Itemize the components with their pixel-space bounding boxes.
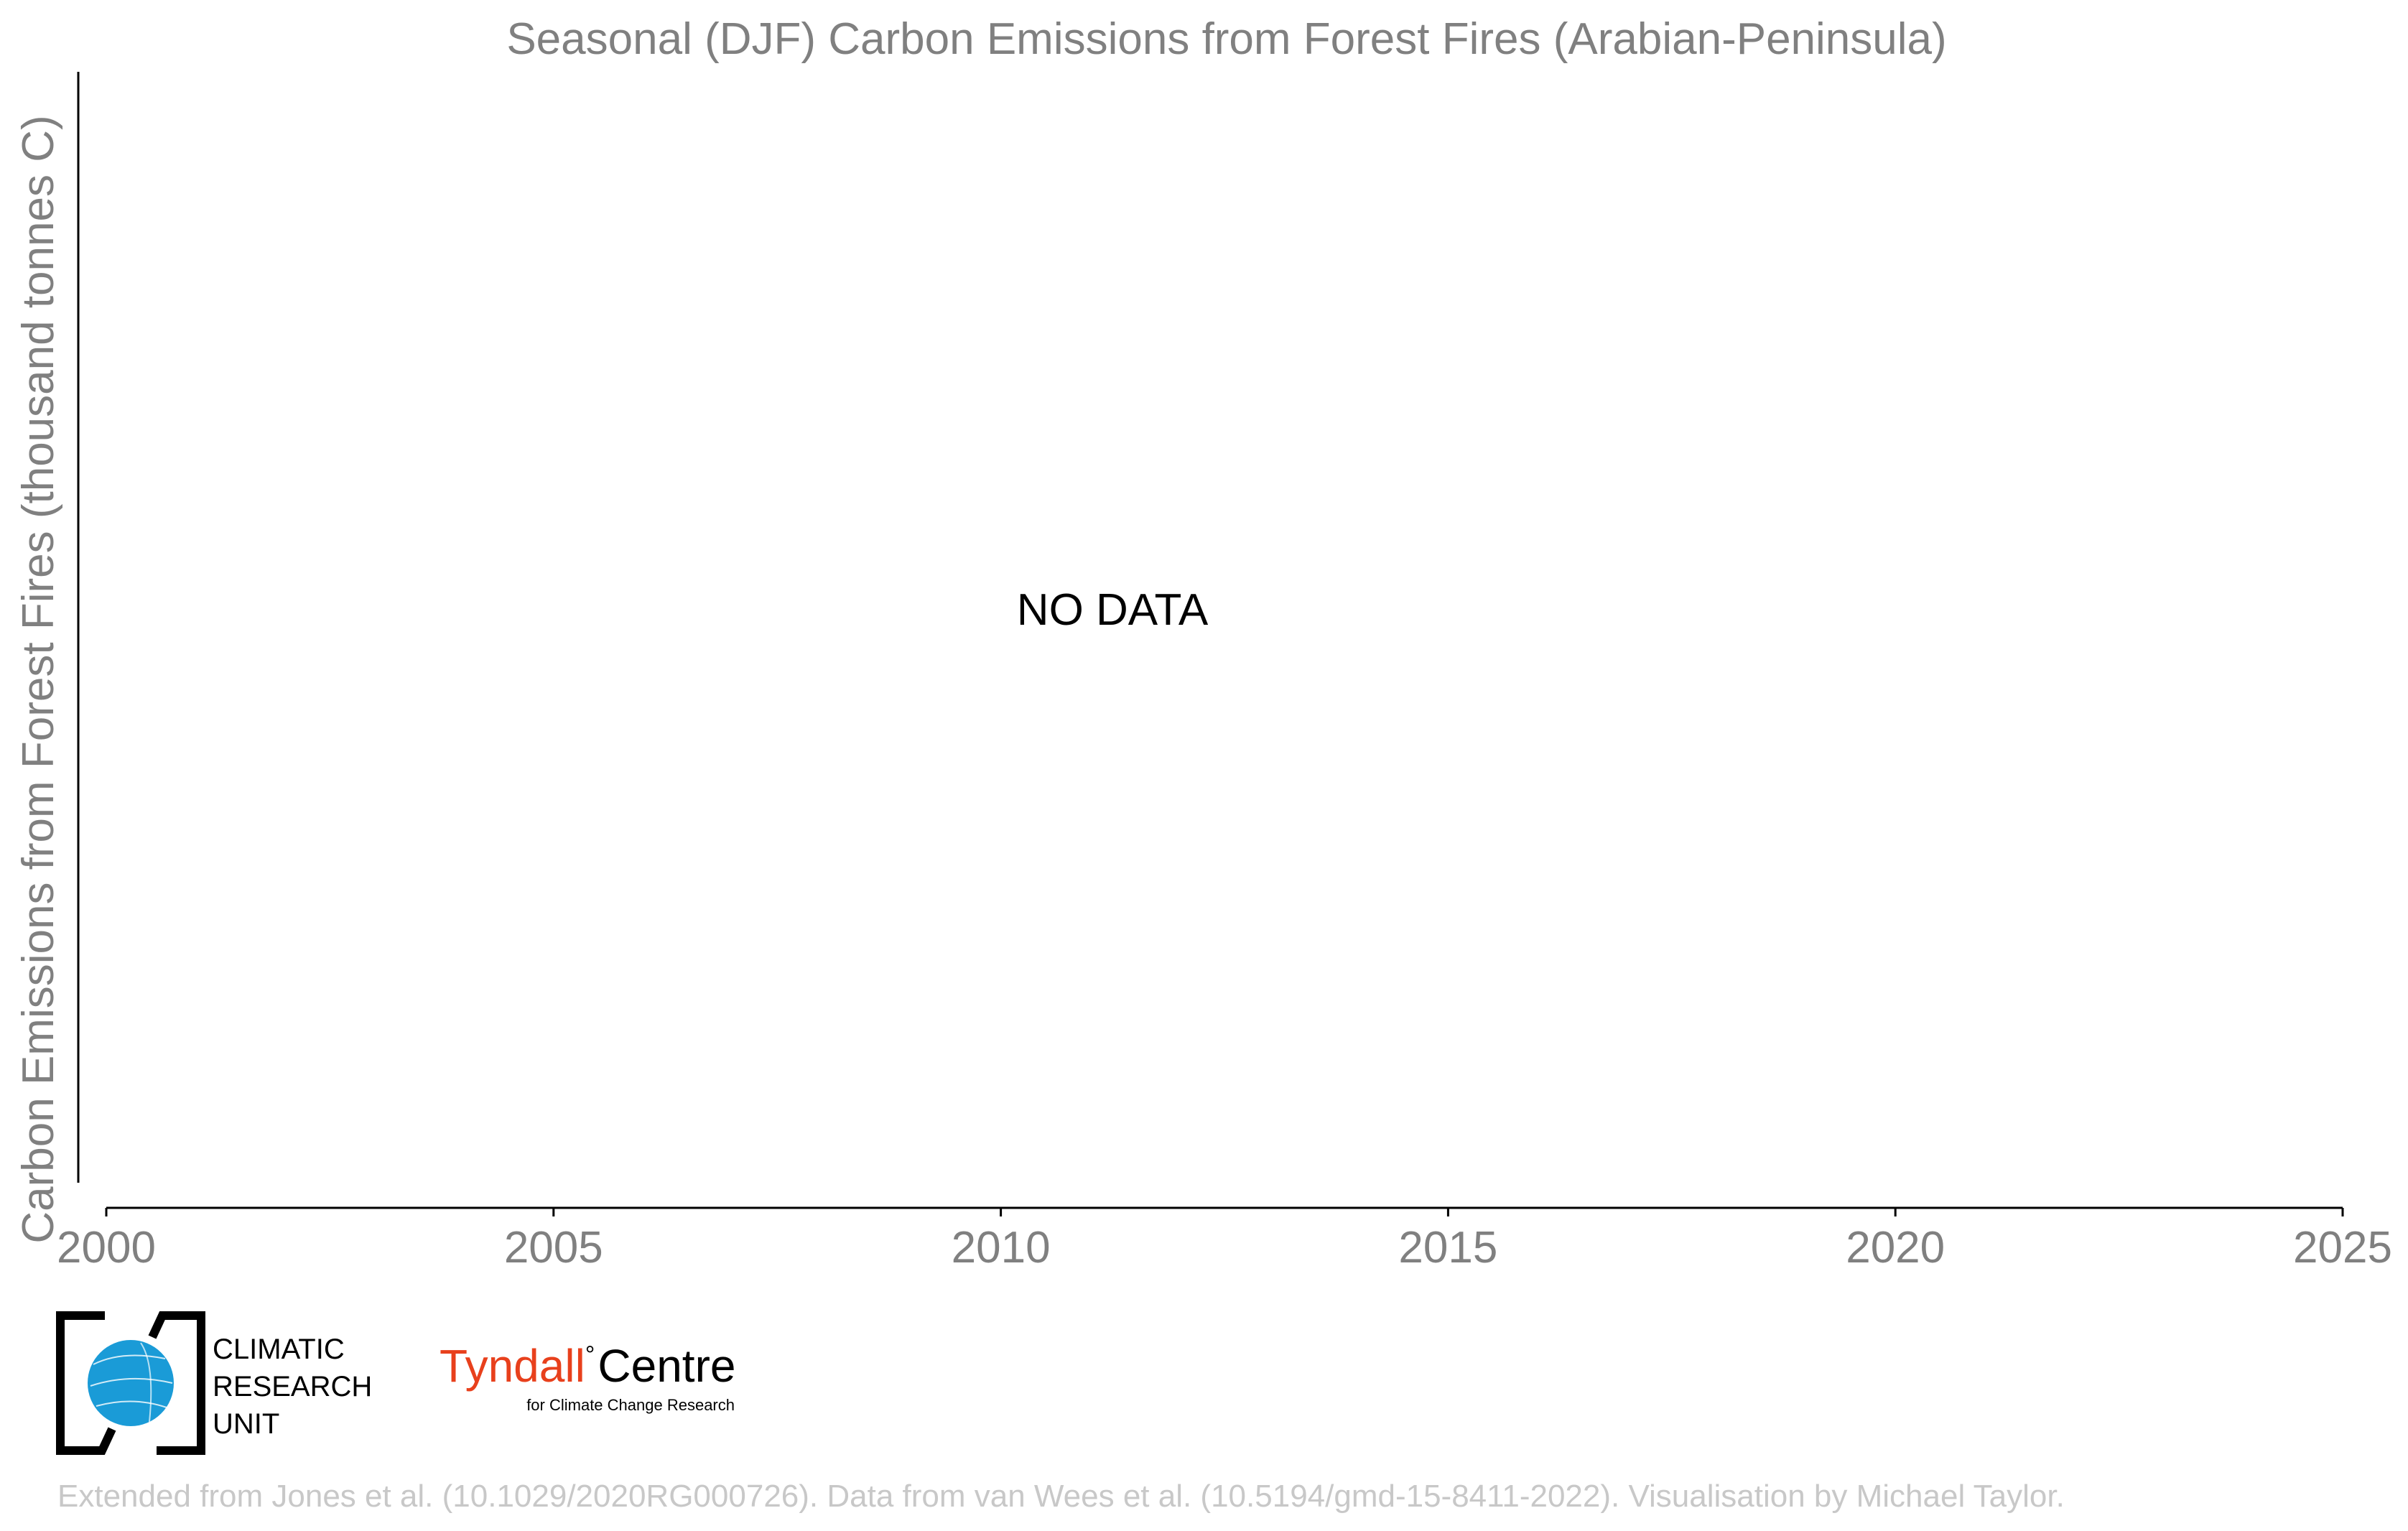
x-tick-label-2005: 2005 [504, 1223, 603, 1272]
cru-line3: UNIT [213, 1408, 279, 1440]
globe-icon [88, 1340, 174, 1426]
tyndall-wordmark: Tyndall°Centre [440, 1340, 735, 1392]
y-axis-label: Carbon Emissions from Forest Fires (thou… [14, 115, 63, 1243]
cru-line2: RESEARCH [213, 1371, 372, 1402]
x-tick-label-2025: 2025 [2293, 1223, 2392, 1272]
tyndall-logo: Tyndall°Centre for Climate Change Resear… [440, 1340, 735, 1414]
tyndall-name: Tyndall [440, 1340, 585, 1392]
x-tick-label-2000: 2000 [57, 1223, 156, 1272]
tyndall-degree: ° [585, 1341, 595, 1369]
x-tick-label-2020: 2020 [1846, 1223, 1945, 1272]
cru-logo: CLIMATIC RESEARCH UNIT [56, 1311, 372, 1455]
chart-title: Seasonal (DJF) Carbon Emissions from For… [506, 14, 1946, 64]
x-axis-ticks: 2000 2005 2010 2015 2020 2025 [57, 1208, 2392, 1272]
tyndall-subtitle: for Climate Change Research [526, 1396, 735, 1414]
cru-line1: CLIMATIC [213, 1334, 345, 1365]
x-tick-label-2010: 2010 [952, 1223, 1051, 1272]
x-tick-label-2015: 2015 [1398, 1223, 1497, 1272]
footer-credit: Extended from Jones et al. (10.1029/2020… [57, 1479, 2065, 1514]
tyndall-centre: Centre [598, 1340, 735, 1392]
no-data-annotation: NO DATA [1017, 585, 1209, 635]
cru-bracket-icon [56, 1311, 205, 1455]
